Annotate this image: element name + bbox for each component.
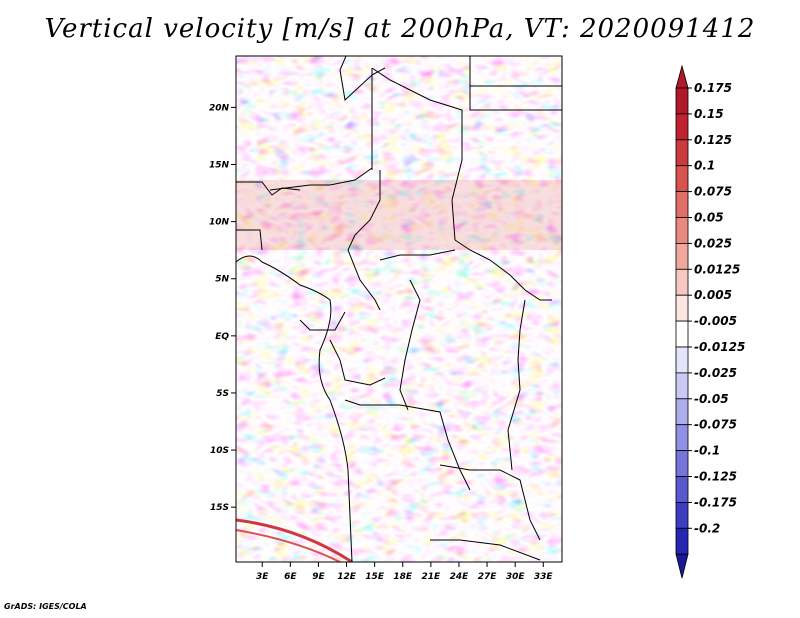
- y-tick-label: 15N: [209, 161, 230, 171]
- colorbar-swatch: [675, 268, 689, 296]
- y-tick-label: EQ: [215, 332, 229, 342]
- y-tick-label: 5N: [215, 275, 229, 285]
- colorbar-swatch: [675, 398, 689, 426]
- y-tick-label: 20N: [209, 103, 230, 113]
- colorbar-swatch: [675, 346, 689, 374]
- colorbar-swatch: [675, 113, 689, 141]
- y-tick-label: 5S: [216, 389, 229, 399]
- y-tick-label: 10N: [209, 218, 230, 228]
- colorbar-label: 0.1: [694, 159, 715, 173]
- colorbar-swatch: [675, 139, 689, 167]
- x-tick-label: 15E: [365, 572, 385, 582]
- x-tick-label: 21E: [422, 572, 442, 582]
- map-frame: [235, 55, 563, 563]
- velocity-field: [236, 56, 562, 562]
- colorbar-swatch: [675, 191, 689, 218]
- colorbar-label: 0.15: [694, 107, 724, 121]
- colorbar-label: -0.1: [694, 444, 720, 458]
- colorbar-swatch: [675, 527, 689, 555]
- colorbar-label: 0.125: [694, 133, 732, 147]
- colorbar-label: 0.005: [694, 288, 732, 302]
- x-tick-label: 30E: [506, 572, 526, 582]
- sw-arc-feature: [236, 518, 353, 562]
- colorbar-swatch: [675, 476, 689, 503]
- colorbar-label: -0.005: [694, 314, 737, 328]
- x-tick-label: 6E: [284, 572, 297, 582]
- colorbar-label: 0.05: [694, 211, 724, 225]
- colorbar-min-arrow: [675, 553, 689, 579]
- colorbar-label: -0.125: [694, 470, 737, 484]
- colorbar-swatch: [675, 320, 689, 348]
- colorbar: 0.175 0.15 0.125 0.1 0.075 0.05 0.025 0.0125 0.0…: [675, 64, 745, 579]
- sw-arc-feature: [236, 529, 341, 562]
- x-tick-label: 12E: [337, 572, 357, 582]
- colorbar-swatch: [675, 217, 689, 244]
- colorbar-label: -0.025: [694, 366, 737, 380]
- map-plot-area: [236, 56, 562, 562]
- colorbar-swatch: [675, 165, 689, 192]
- x-tick-label: 3E: [256, 572, 269, 582]
- colorbar-swatch: [675, 450, 689, 477]
- colorbar-label: 0.025: [694, 236, 732, 250]
- x-tick-label: 18E: [393, 572, 413, 582]
- colorbar-label: -0.2: [694, 521, 720, 535]
- colorbar-label: 0.075: [694, 185, 732, 199]
- colorbar-label: 0.175: [694, 81, 732, 95]
- colorbar-label: 0.0125: [694, 262, 740, 276]
- grads-credit: GrADS: IGES/COLA: [4, 602, 87, 611]
- y-tick-label: 15S: [210, 503, 229, 513]
- axes: 3E 6E 9E 12E 15E 18E 21E 24E 27E 30E 33E 20N 15N 10N 5…: [209, 103, 554, 582]
- colorbar-swatch: [675, 372, 689, 400]
- colorbar-swatch: [675, 501, 689, 529]
- colorbar-swatch: [675, 424, 689, 452]
- colorbar-label: -0.05: [694, 392, 729, 406]
- colorbar-swatch: [675, 242, 689, 270]
- x-tick-label: 24E: [450, 572, 470, 582]
- colorbar-swatch: [675, 294, 689, 322]
- x-tick-label: 9E: [312, 572, 325, 582]
- colorbar-swatch: [675, 87, 689, 115]
- ascent-band: [236, 180, 562, 250]
- x-tick-label: 33E: [534, 572, 554, 582]
- colorbar-label: -0.0125: [694, 340, 745, 354]
- chart-title: Vertical velocity [m/s] at 200hPa, VT: 2…: [44, 14, 756, 44]
- country-borders: [236, 56, 562, 562]
- x-tick-label: 27E: [478, 572, 498, 582]
- colorbar-label: -0.175: [694, 495, 737, 509]
- colorbar-max-arrow: [675, 64, 689, 89]
- colorbar-label: -0.075: [694, 418, 737, 432]
- y-tick-label: 10S: [210, 446, 229, 456]
